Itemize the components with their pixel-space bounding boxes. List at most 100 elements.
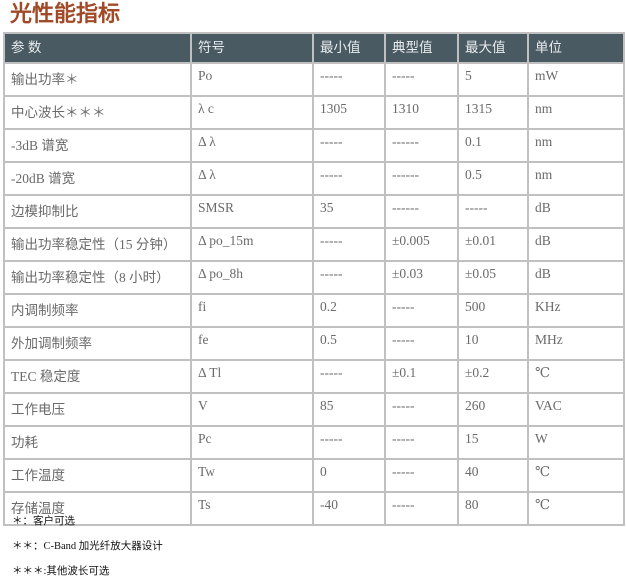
table-cell: ±0.1 [384,359,459,394]
table-cell: 5 [457,62,529,97]
table-row: 功耗 Pc ----- ----- 15 W [3,425,625,460]
note-3: ＊＊＊:其他波长可选 [12,566,110,577]
table-cell: 40 [457,458,529,493]
table-cell: mW [527,62,625,97]
note-1: ＊：客户可选 [12,516,75,527]
table-cell: 0.5 [457,161,529,196]
header-row: 参 数符号 最小值 典型值 最大值 单位 [3,32,625,64]
table-row: -3dB 谱宽 Δ λ ----- ------ 0.1 nm [3,128,625,163]
table-cell: TEC 稳定度 [3,359,192,394]
table-row: TEC 稳定度 Δ Tl ----- ±0.1 ±0.2 ℃ [3,359,625,394]
table-cell: Tw [190,458,314,493]
table-cell: 10 [457,326,529,361]
table-cell: ℃ [527,491,625,526]
table-cell: Δ λ [190,161,314,196]
table-cell: 15 [457,425,529,460]
table-cell: Δ λ [190,128,314,163]
table-cell: 0.2 [312,293,386,328]
table-cell: Ts [190,491,314,526]
table-cell: Δ po_15m [190,227,314,262]
table-cell: 35 [312,194,386,229]
table-cell: fi [190,293,314,328]
column-header: 参 数 [3,32,192,64]
table-cell: dB [527,194,625,229]
table-cell: 工作温度 [3,458,192,493]
table-cell: ----- [384,491,459,526]
table-row: 输出功率稳定性（15 分钟） Δ po_15m ----- ±0.005 ±0.01 dB [3,227,625,262]
table-cell: ----- [384,62,459,97]
table-cell: SMSR [190,194,314,229]
table-row: 输出功率稳定性（8 小时） Δ po_8h ----- ±0.03 ±0.05 dB [3,260,625,295]
table-cell: dB [527,260,625,295]
table-cell: 中心波长＊＊＊ [3,95,192,130]
table-cell: ----- [312,128,386,163]
table-row: -20dB 谱宽 Δ λ ----- ------ 0.5 nm [3,161,625,196]
table-cell: W [527,425,625,460]
table-cell: dB [527,227,625,262]
table-cell: 1310 [384,95,459,130]
column-header: 符号 [190,32,314,64]
table-cell: ----- [384,326,459,361]
table-row: 输出功率＊ Po ----- ----- 5 mW [3,62,625,97]
section-title: 光性能指标 [10,2,121,27]
table-cell: ±0.05 [457,260,529,295]
table-cell: nm [527,95,625,130]
table-row: 工作电压 V 85 ----- 260 VAC [3,392,625,427]
table-cell: 输出功率稳定性（8 小时） [3,260,192,295]
table-cell: λ c [190,95,314,130]
table-row: 边模抑制比 SMSR 35 ------ ----- dB [3,194,625,229]
table-cell: ----- [312,227,386,262]
table-row: 外加调制频率 fe 0.5 ----- 10 MHz [3,326,625,361]
table-cell: 功耗 [3,425,192,460]
table-cell: ----- [457,194,529,229]
table-cell: V [190,392,314,427]
table-row: 中心波长＊＊＊ λ c 1305 1310 1315 nm [3,95,625,130]
table-cell: 80 [457,491,529,526]
table-cell: 外加调制频率 [3,326,192,361]
table-cell: -40 [312,491,386,526]
table-cell: ----- [384,458,459,493]
table-cell: ----- [312,359,386,394]
column-header: 单位 [527,32,625,64]
table-row: 内调制频率 fi 0.2 ----- 500 KHz [3,293,625,328]
table-cell: ±0.005 [384,227,459,262]
table-cell: 输出功率＊ [3,62,192,97]
table-cell: nm [527,128,625,163]
table-cell: Δ po_8h [190,260,314,295]
table-cell: 0.1 [457,128,529,163]
table-cell: ----- [384,392,459,427]
column-header: 最小值 [312,32,386,64]
table-cell: ----- [312,260,386,295]
table-cell: ----- [384,293,459,328]
table-cell: MHz [527,326,625,361]
table-cell: ----- [312,425,386,460]
table-cell: 0 [312,458,386,493]
table-cell: fe [190,326,314,361]
table-cell: ±0.2 [457,359,529,394]
table-cell: ----- [384,425,459,460]
table-cell: ℃ [527,458,625,493]
table-cell: Po [190,62,314,97]
table-cell: 边模抑制比 [3,194,192,229]
table-row: 存储温度 Ts -40 ----- 80 ℃ [3,491,625,526]
table-cell: 260 [457,392,529,427]
table-cell: KHz [527,293,625,328]
column-header: 最大值 [457,32,529,64]
table-cell: 1305 [312,95,386,130]
note-2: ＊＊：C-Band 加光纤放大器设计 [12,541,163,552]
table-cell: VAC [527,392,625,427]
table-cell: ------ [384,161,459,196]
table-cell: nm [527,161,625,196]
table-cell: ------ [384,128,459,163]
table-cell: ±0.03 [384,260,459,295]
table-cell: 1315 [457,95,529,130]
table-cell: 500 [457,293,529,328]
table-cell: ------ [384,194,459,229]
table-cell: -3dB 谱宽 [3,128,192,163]
table-cell: ℃ [527,359,625,394]
table-cell: ±0.01 [457,227,529,262]
table-cell: -20dB 谱宽 [3,161,192,196]
table-cell: ----- [312,62,386,97]
table-cell: Δ Tl [190,359,314,394]
table-cell: ----- [312,161,386,196]
